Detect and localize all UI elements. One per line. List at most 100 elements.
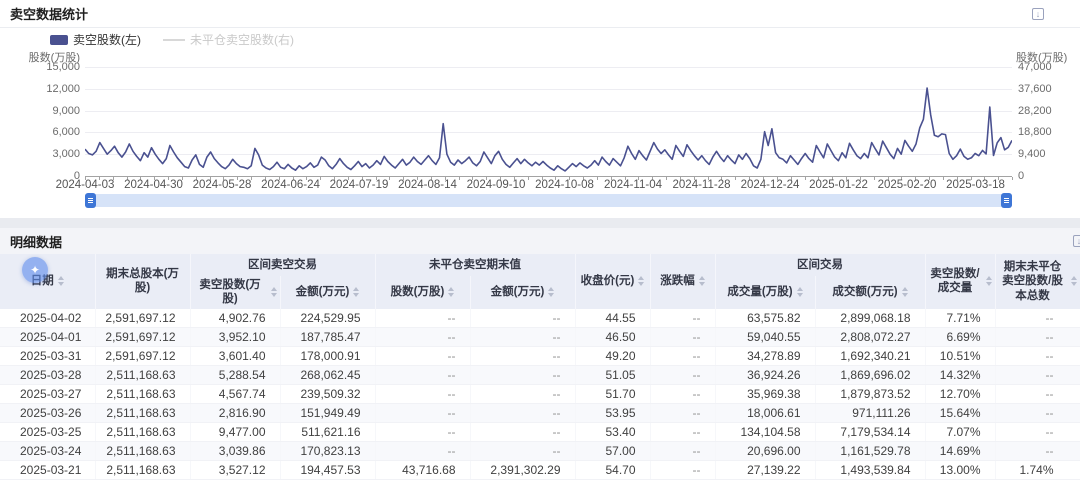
chart-panel-title: 卖空数据统计 [10,7,89,22]
axis-tick [624,177,626,180]
sort-icon [448,287,454,297]
slider-handle-right[interactable] [1001,193,1012,208]
axis-tick [541,177,543,180]
axis-tick [596,177,598,180]
x-tick-label: 2025-02-20 [877,179,937,191]
y-tick-label: 37,600 [1018,82,1052,95]
cell: 2025-04-02 [0,308,96,329]
cell: 1,879,873.52 [815,384,926,405]
column-header-date[interactable]: 日期 [0,254,96,309]
column-header-turnover[interactable]: 成交额(万元) [815,276,926,309]
floating-badge[interactable]: ✦ [22,257,48,283]
cell: -- [995,384,1080,405]
axis-tick [306,177,308,180]
cell: 12.70% [925,384,996,405]
cell: -- [375,327,471,348]
axis-tick [223,177,225,180]
cell: 46.50 [575,327,651,348]
cell: 2025-03-25 [0,422,96,443]
axis-tick [970,177,972,180]
column-header-change-pct[interactable]: 涨跌幅 [650,254,716,309]
axis-tick [763,177,764,180]
column-header-volume[interactable]: 成交量(万股) [715,276,816,309]
legend-item-open-short[interactable]: 未平仓卖空股数(右) [163,31,294,48]
slider-handle-left[interactable] [85,193,96,208]
axis-tick [942,177,944,180]
y-tick-label: 28,200 [1018,104,1052,117]
column-header-ratio-capital[interactable]: 期末未平仓卖空股数/股本总数 [995,254,1080,309]
table-row: 2025-03-27 2,511,168.63 4,567.74 239,509.32… [0,384,1080,405]
table-row: 2025-03-25 2,511,168.63 9,477.00 511,621.16… [0,422,1080,443]
cell: -- [470,308,576,329]
chart-range-slider[interactable] [85,193,1012,208]
cell: 2,511,168.63 [95,384,191,405]
cell: -- [375,346,471,367]
y-tick-label: 18,800 [1018,126,1052,139]
export-icon[interactable]: ↓ [1073,235,1080,247]
column-header-short-shares[interactable]: 卖空股数(万股) [190,276,281,309]
axis-tick [569,177,571,180]
column-header-ratio-volume[interactable]: 卖空股数/成交量 [925,254,996,309]
cell: -- [650,308,716,329]
y-tick-label: 12,000 [46,82,80,95]
axis-tick [1012,177,1013,180]
column-header-close-price[interactable]: 收盘价(元) [575,254,651,309]
cell: 13.00% [925,460,996,481]
table-row: 2025-03-24 2,511,168.63 3,039.86 170,823.13… [0,441,1080,462]
column-header-open-shares[interactable]: 股数(万股) [375,276,471,309]
y-tick-label: 47,000 [1018,61,1052,73]
table-row: 2025-04-02 2,591,697.12 4,902.76 224,529.95… [0,308,1080,329]
column-group-open-short: 未平仓卖空期末值 [375,254,576,276]
sort-icon [638,276,644,286]
x-tick-label: 2024-10-08 [535,179,594,191]
axis-tick [527,177,529,180]
axis-tick [112,177,114,180]
cell: 7.07% [925,422,996,443]
cell: -- [375,403,471,424]
cell: 2025-03-24 [0,441,96,462]
axis-tick [389,177,391,180]
sort-icon [797,287,803,297]
cell: 51.05 [575,365,651,386]
cell: -- [995,327,1080,348]
cell: 59,040.55 [715,327,816,348]
axis-tick [804,177,806,180]
cell: -- [995,346,1080,367]
y-tick-label: 3,000 [52,148,80,161]
legend-item-short-shares[interactable]: 卖空股数(左) [50,31,141,48]
cell: 170,823.13 [280,441,376,462]
axis-tick [984,177,986,180]
cell: 34,278.89 [715,346,816,367]
axis-tick [776,177,778,180]
column-label: 涨跌幅 [660,275,695,288]
axis-tick [417,177,419,180]
axis-tick [832,177,834,180]
cell: -- [650,460,716,481]
x-tick-label: 2024-08-14 [398,179,457,191]
axis-tick [430,177,432,180]
column-header-open-amount[interactable]: 金额(万元) [470,276,576,309]
x-tick-label: 2024-07-19 [329,179,389,191]
chart-plot-area[interactable] [85,67,1013,180]
table-header-group-row: 日期 期末总股本(万股) 区间卖空交易 未平仓卖空期末值 收盘价(元) 涨跌幅 … [0,254,1080,309]
cell: 43,716.68 [375,460,471,481]
x-tick-label: 2025-01-22 [809,179,868,191]
cell: 151,949.49 [280,403,376,424]
y-tick-label: 9,400 [1018,148,1046,161]
axis-tick [873,177,875,180]
cell: -- [995,422,1080,443]
cell: 51.70 [575,384,651,405]
short-selling-chart-panel: 卖空数据统计 ↓ 卖空股数(左) 未平仓卖空股数(右) 股数(万股) 股数(万股… [0,0,1080,218]
column-label: 股数(万股) [390,286,445,299]
column-header-short-amount[interactable]: 金额(万元) [280,276,376,309]
cell: 268,062.45 [280,365,376,386]
cell: -- [470,346,576,367]
export-icon[interactable]: ↓ [1032,8,1044,20]
cell: 7.71% [925,308,996,329]
cell: 2,808,072.27 [815,327,926,348]
cell: 14.32% [925,365,996,386]
cell: 134,104.58 [715,422,816,443]
axis-tick [749,177,751,180]
axis-tick [472,177,474,180]
column-label: 期末未平仓卖空股数/股本总数 [1002,260,1063,302]
